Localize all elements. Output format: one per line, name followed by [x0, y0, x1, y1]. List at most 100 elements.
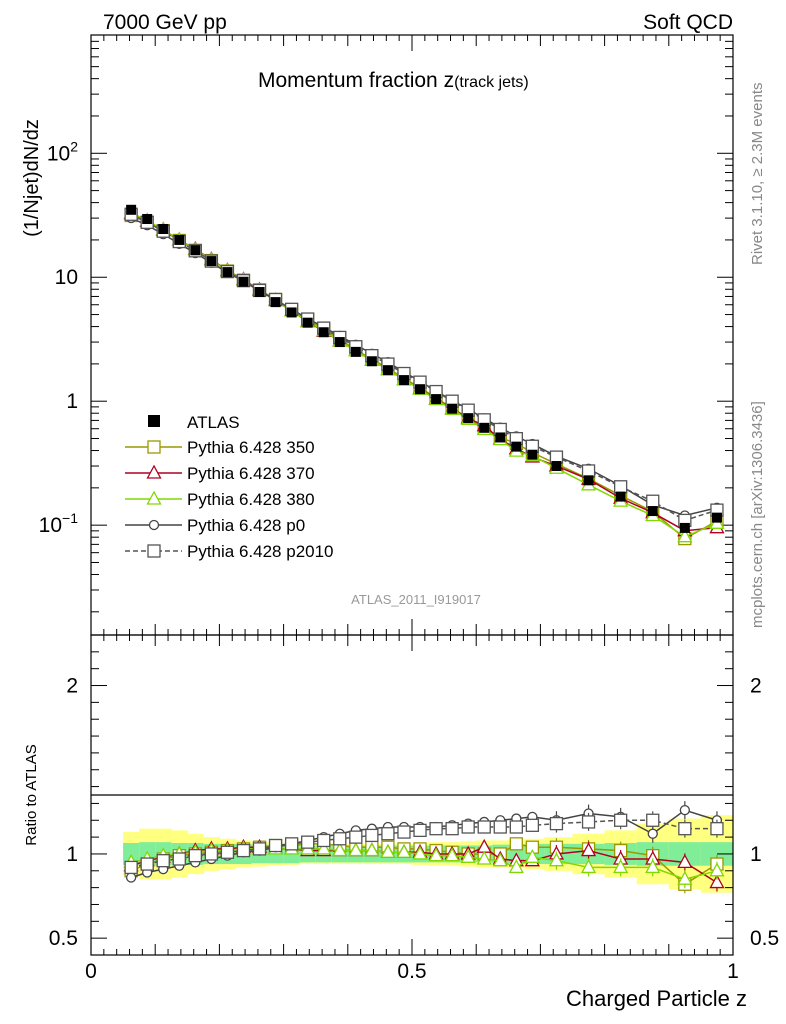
band-inner [123, 843, 140, 865]
ratio-marker [460, 848, 476, 863]
atlas-data-markers [126, 204, 722, 533]
ratio-marker [156, 854, 170, 868]
atlas-data-point [254, 287, 265, 298]
ratio-marker [413, 823, 427, 838]
atlas-data-point [270, 297, 281, 308]
ratio-marker [580, 842, 597, 857]
plot-title-main: Momentum fraction [258, 69, 444, 92]
atlas-data-point [302, 317, 313, 328]
y-tick-exponent: −1 [62, 510, 78, 526]
atlas-data-point [398, 375, 409, 386]
legend-marker [146, 490, 162, 505]
ratio-marker [710, 822, 724, 836]
ratio-marker [508, 859, 524, 874]
ratio-marker [429, 822, 443, 836]
y-tick-base: 10 [55, 266, 78, 289]
ratio-marker [236, 843, 251, 858]
ratio-marker [381, 827, 395, 841]
ratio-marker [349, 830, 363, 844]
ratio-marker [348, 842, 364, 857]
ratio-y-label: Ratio to ATLAS [23, 744, 40, 845]
atlas-data-point [615, 491, 626, 502]
atlas-data-point [415, 384, 426, 395]
atlas-data-point [447, 403, 458, 414]
ratio-marker [125, 872, 137, 883]
ratio-marker [493, 820, 507, 834]
atlas-data-point [647, 506, 658, 517]
ratio-marker [396, 843, 412, 858]
legend-label: ATLAS [187, 413, 240, 432]
atlas-data-point [222, 267, 233, 278]
y-tick-base: 1 [66, 390, 78, 413]
ratio-marker [548, 852, 565, 867]
ratio-marker [477, 820, 491, 834]
ratio-marker [677, 870, 693, 885]
ratio-marker [509, 837, 523, 851]
ratio-marker [333, 832, 347, 846]
ratio-marker [678, 822, 692, 836]
ratio-marker [220, 845, 235, 859]
x-tick-label: 0.5 [397, 960, 426, 983]
ratio-marker [317, 833, 331, 848]
y-tick-label: 1 [66, 390, 78, 413]
atlas-data-point [583, 475, 594, 486]
ratio-marker [679, 805, 690, 816]
legend-marker [148, 519, 160, 531]
ratio-marker [580, 859, 597, 874]
legend-label: Pythia 6.428 p2010 [187, 542, 334, 561]
atlas-data-point [463, 413, 474, 424]
ratio-marker [492, 852, 508, 867]
ratio-marker [301, 835, 315, 849]
ratio-marker [509, 820, 523, 834]
plot-title-sub: (track jets) [454, 74, 529, 91]
ratio-axis-ticks: 0.5 0.5 1 1 2 2 0 0.5 1 [49, 634, 779, 983]
x-axis-label: Charged Particle z [566, 986, 747, 1011]
ratio-marker [524, 848, 540, 863]
atlas-data-point [350, 346, 361, 357]
ratio-marker [613, 859, 629, 874]
atlas-data-point [679, 522, 690, 533]
ratio-marker [204, 847, 219, 861]
series-line [130, 211, 718, 538]
y-tick-label: 10−1 [39, 510, 79, 537]
ratio-tick-label-right: 1 [750, 843, 762, 866]
atlas-data-point [126, 204, 137, 215]
series-line [130, 213, 718, 532]
atlas-data-point [479, 422, 490, 433]
ratio-series-group [123, 801, 725, 894]
ratio-marker [525, 818, 540, 832]
ratio-marker [124, 860, 138, 875]
ratio-marker [645, 859, 661, 874]
y-tick-base: 10 [47, 142, 70, 165]
series-marker [677, 528, 693, 543]
x-tick-label: 1 [727, 960, 739, 983]
ratio-marker [646, 813, 660, 827]
legend-marker [146, 464, 162, 479]
ratio-marker [445, 822, 459, 836]
ratio-marker [709, 862, 725, 877]
ratio-marker [397, 825, 411, 839]
ratio-tick-label-right: 2 [750, 675, 762, 698]
ratio-marker [268, 838, 283, 853]
y-tick-label: 102 [47, 138, 78, 165]
ratio-marker [284, 837, 299, 851]
atlas-data-point [551, 461, 562, 472]
atlas-data-point [382, 365, 393, 376]
ratio-marker [172, 852, 186, 866]
ratio-marker [461, 820, 475, 834]
legend-marker [147, 440, 161, 454]
series-marker [614, 480, 628, 494]
ratio-marker [332, 842, 348, 857]
atlas-data-point [206, 256, 217, 267]
plot-title-var: z [444, 69, 455, 92]
ratio-marker [364, 842, 380, 857]
plot-title: Momentum fraction z(track jets) [258, 69, 529, 92]
ratio-marker [252, 842, 267, 856]
series-marker [646, 494, 660, 508]
atlas-data-point [431, 394, 442, 405]
atlas-data-point [174, 234, 185, 245]
x-tick-label: 0 [85, 960, 97, 983]
ratio-marker [428, 847, 444, 862]
series-marker [581, 464, 596, 478]
